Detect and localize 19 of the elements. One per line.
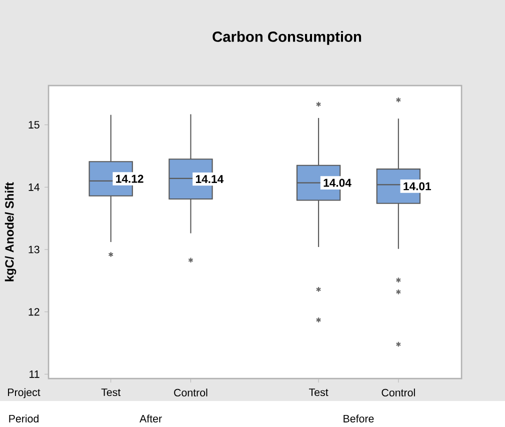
text: 14.04	[324, 178, 352, 187]
y-tick-label: 11	[30, 370, 40, 378]
text: 14.14	[196, 175, 224, 184]
text: 14.12	[116, 174, 144, 183]
x-tick-label: Control	[382, 388, 415, 396]
y-axis-title: kgC/ Anode/ Shift	[4, 182, 16, 282]
text: 14.01	[404, 182, 431, 190]
y-tick-label: 13	[28, 246, 40, 254]
x-tick-label: Test	[308, 388, 328, 396]
y-tick-label: 14	[28, 184, 40, 191]
chart-title: Carbon Consumption	[212, 31, 362, 45]
text: After	[140, 414, 162, 423]
x-tick-label: Control	[174, 388, 208, 396]
x-tick-label: Test	[101, 388, 121, 396]
y-tick-label: 12	[28, 308, 40, 316]
text: Period	[9, 414, 38, 423]
text: Project	[8, 388, 40, 398]
y-tick-label: 15	[28, 121, 40, 129]
text: Before	[344, 414, 374, 423]
